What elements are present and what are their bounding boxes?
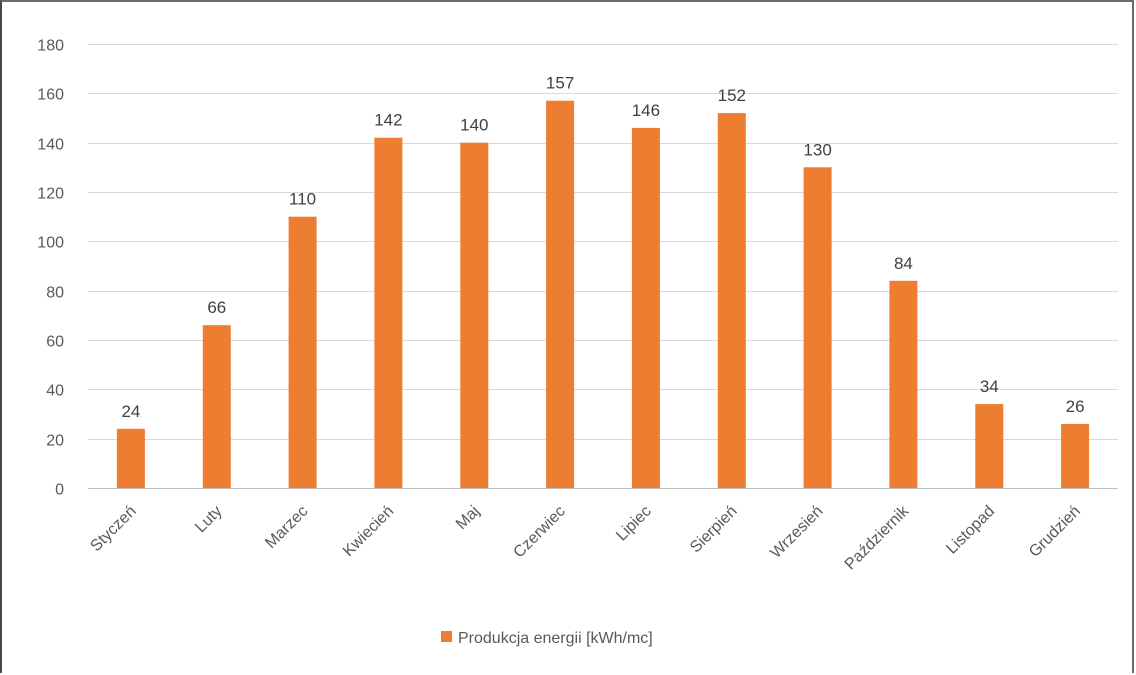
- y-tick-label: 20: [46, 433, 64, 450]
- bar: [889, 280, 918, 488]
- y-tick-label: 120: [37, 186, 64, 203]
- x-tick-label: Maj: [453, 503, 483, 533]
- data-label: 24: [121, 402, 140, 421]
- legend-swatch: [441, 631, 452, 642]
- data-label: 146: [632, 101, 660, 120]
- x-tick-label: Kwiecień: [340, 503, 397, 560]
- x-tick-label: Październik: [842, 502, 913, 573]
- bar: [116, 428, 145, 488]
- bar: [975, 404, 1004, 488]
- bar: [460, 142, 489, 488]
- data-label: 26: [1066, 397, 1085, 416]
- y-tick-label: 160: [37, 87, 64, 104]
- bar: [803, 167, 832, 489]
- x-tick-label: Luty: [192, 503, 225, 536]
- data-label: 157: [546, 74, 574, 93]
- data-label: 140: [460, 116, 488, 135]
- bar: [1061, 423, 1090, 488]
- data-label: 152: [718, 86, 746, 105]
- y-axis: 0 20 40 60 80 100 120 140 160 180: [37, 38, 64, 499]
- x-tick-label: Czerwiec: [510, 503, 569, 562]
- bar: [288, 216, 317, 488]
- y-tick-label: 40: [46, 383, 64, 400]
- data-label: 84: [894, 254, 913, 273]
- x-tick-label: Marzec: [262, 503, 311, 552]
- x-tick-label: Sierpień: [687, 503, 741, 557]
- bar: [717, 113, 746, 488]
- bar: [202, 325, 231, 488]
- data-label: 110: [289, 190, 316, 209]
- data-label: 142: [374, 111, 402, 130]
- legend-label: Produkcja energii [kWh/mc]: [458, 630, 653, 647]
- y-tick-label: 80: [46, 285, 64, 302]
- x-tick-label: Styczeń: [87, 503, 139, 555]
- bar: [374, 137, 403, 488]
- x-tick-label: Wrzesień: [767, 503, 826, 562]
- x-axis: Styczeń Luty Marzec Kwiecień Maj Czerwiec Lipi…: [87, 502, 1083, 573]
- data-labels: 24 66 110 142 140 157 146 152 130 84 34 26: [121, 74, 1084, 421]
- data-label: 66: [207, 298, 226, 317]
- bars: [116, 100, 1090, 489]
- legend: Produkcja energii [kWh/mc]: [441, 630, 653, 647]
- x-tick-label: Grudzień: [1026, 503, 1084, 561]
- y-tick-label: 180: [37, 38, 64, 55]
- data-label: 130: [803, 140, 831, 159]
- bar: [631, 127, 660, 489]
- gridlines: [88, 44, 1118, 489]
- y-tick-label: 100: [37, 235, 64, 252]
- y-tick-label: 0: [55, 482, 64, 499]
- x-tick-label: Listopad: [943, 503, 998, 558]
- y-tick-label: 60: [46, 334, 64, 351]
- x-tick-label: Lipiec: [613, 503, 655, 545]
- data-label: 34: [980, 377, 999, 396]
- y-tick-label: 140: [37, 137, 64, 154]
- bar: [546, 100, 575, 488]
